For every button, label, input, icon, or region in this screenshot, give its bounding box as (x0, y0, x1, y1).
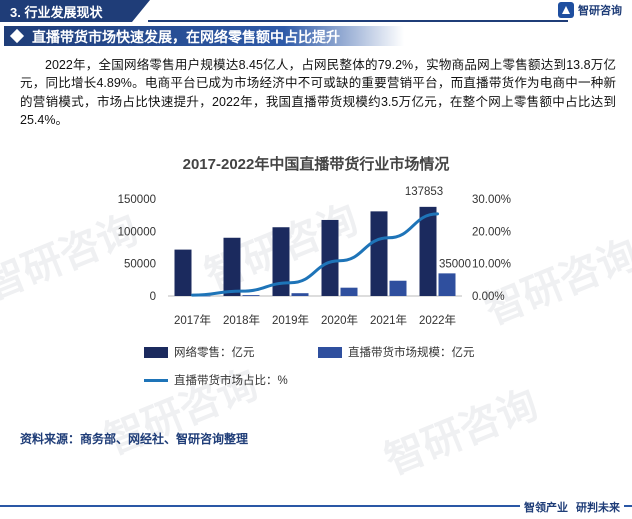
bar-online-retail (370, 211, 388, 296)
x-tick-label: 2018年 (223, 313, 260, 327)
x-tick-label: 2017年 (174, 313, 211, 327)
y-right-tick-label: 10.00% (472, 259, 511, 271)
y-left-tick-label: 50000 (124, 259, 156, 271)
legend-swatch (318, 346, 342, 358)
legend-swatch (144, 378, 168, 382)
header-rule (148, 20, 568, 22)
x-tick-label: 2020年 (321, 313, 358, 327)
headline-banner: 直播带货市场快速发展，在网络零售额中占比提升 (4, 26, 628, 46)
legend-item-online-retail: 网络零售：亿元 (144, 344, 255, 360)
y-right-tick-label: 20.00% (472, 226, 511, 238)
bar-livestream-scale (438, 273, 456, 296)
y-left-tick-label: 150000 (118, 194, 156, 206)
bar-online-retail (174, 249, 192, 296)
section-title: 3. 行业发展现状 (10, 5, 103, 20)
x-tick-label: 2019年 (272, 313, 309, 327)
data-label: 35000 (439, 258, 471, 270)
line-livestream-share (191, 212, 439, 297)
footer-rule (0, 505, 632, 507)
brand-name: 智研咨询 (578, 5, 622, 17)
footer-tag-left: 智领产业 (524, 502, 568, 514)
brand-logo-icon (558, 2, 574, 18)
y-left-tick-label: 100000 (118, 226, 156, 238)
y-right-tick-label: 30.00% (472, 194, 511, 206)
legend-item-livestream-scale: 直播带货市场规模：亿元 (318, 344, 475, 360)
footer-tag-right: 研判未来 (576, 502, 620, 514)
source-note: 资料来源：商务部、网经社、智研咨询整理 (20, 432, 249, 446)
bar-online-retail (419, 206, 437, 296)
bar-online-retail (223, 237, 241, 296)
section-tab (0, 0, 150, 22)
legend-label: 直播带货市场规模：亿元 (348, 347, 475, 359)
bar-livestream-scale (242, 295, 260, 296)
banner-title: 直播带货市场快速发展，在网络零售额中占比提升 (32, 29, 340, 45)
data-label: 137853 (405, 186, 443, 198)
bar-livestream-scale (340, 287, 358, 296)
intro-paragraph: 2022年，全国网络零售用户规模达8.45亿人，占网民整体的79.2%，实物商品… (20, 58, 616, 128)
y-left-tick-label: 0 (150, 291, 156, 303)
legend-label: 网络零售：亿元 (174, 347, 255, 359)
legend-item-livestream-share: 直播带货市场占比：% (144, 372, 288, 388)
bar-livestream-scale (291, 293, 309, 296)
section-header: 3. 行业发展现状 智研咨询 (0, 0, 632, 24)
x-tick-label: 2022年 (419, 313, 456, 327)
bar-online-retail (321, 219, 339, 296)
legend-label: 直播带货市场占比：% (174, 375, 288, 387)
legend-swatch (144, 346, 168, 358)
brand: 智研咨询 (558, 2, 622, 18)
bar-livestream-scale (389, 280, 407, 296)
bar-online-retail (272, 227, 290, 296)
x-tick-label: 2021年 (370, 313, 407, 327)
y-right-tick-label: 0.00% (472, 291, 505, 303)
banner-background (4, 26, 404, 46)
chart-title: 2017-2022年中国直播带货行业市场情况 (182, 156, 450, 173)
footer-tagline: 智领产业 研判未来 (520, 497, 624, 517)
